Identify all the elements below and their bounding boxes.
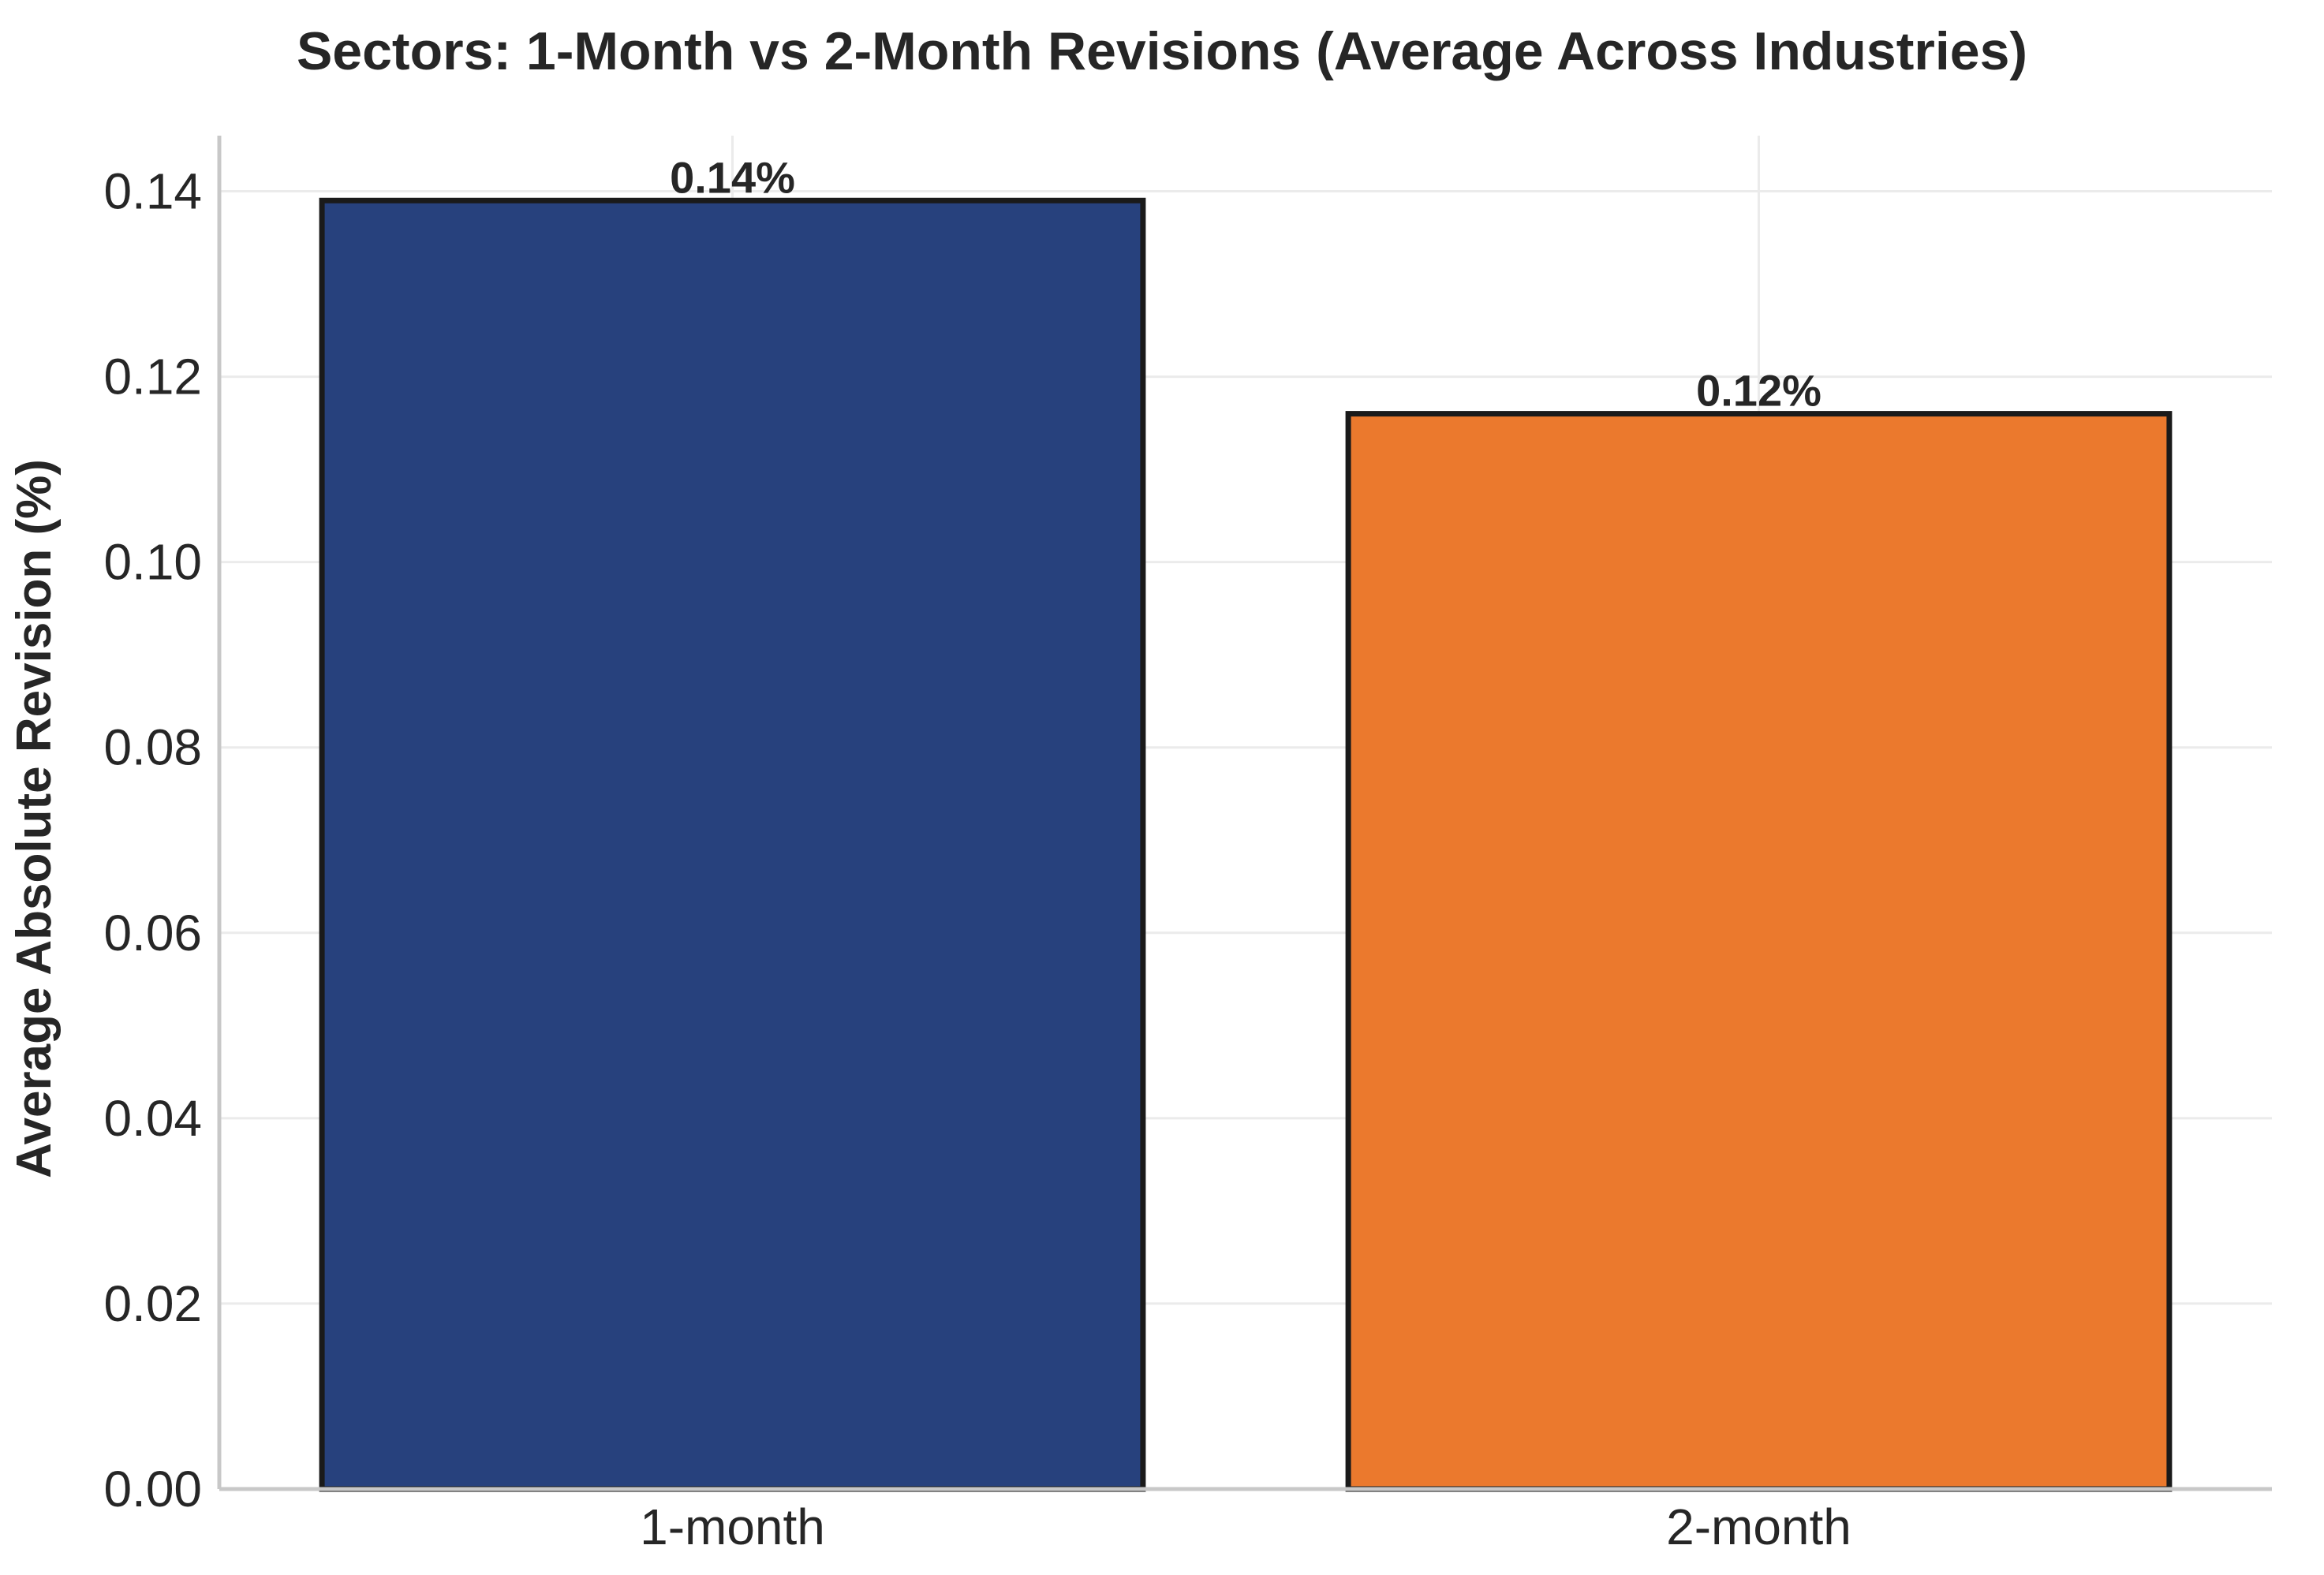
- x-tick-labels: 1-month 2-month: [640, 1498, 1851, 1555]
- y-tick-label: 0.12: [103, 349, 202, 405]
- data-label: 0.14%: [670, 152, 795, 202]
- y-tick-label: 0.14: [103, 163, 202, 220]
- y-tick-label: 0.08: [103, 719, 202, 776]
- x-tick-label: 2-month: [1666, 1498, 1851, 1555]
- y-tick-labels: 0.00 0.02 0.04 0.06 0.08 0.10 0.12 0.14: [103, 163, 202, 1517]
- y-tick-label: 0.04: [103, 1090, 202, 1147]
- y-tick-label: 0.02: [103, 1275, 202, 1332]
- axes: [217, 136, 2272, 1491]
- bars: [319, 197, 2173, 1492]
- y-tick-label: 0.10: [103, 534, 202, 591]
- y-tick-label: 0.00: [103, 1461, 202, 1517]
- bar-2-month: [1345, 411, 2173, 1492]
- x-tick-label: 1-month: [640, 1498, 825, 1555]
- y-axis-label: Average Absolute Revision (%): [7, 459, 62, 1178]
- data-label: 0.12%: [1696, 366, 1821, 416]
- bar-1-month: [319, 197, 1146, 1492]
- data-labels: 0.14% 0.12%: [670, 152, 1821, 415]
- chart-title: Sectors: 1-Month vs 2-Month Revisions (A…: [297, 21, 2027, 81]
- y-tick-label: 0.06: [103, 905, 202, 961]
